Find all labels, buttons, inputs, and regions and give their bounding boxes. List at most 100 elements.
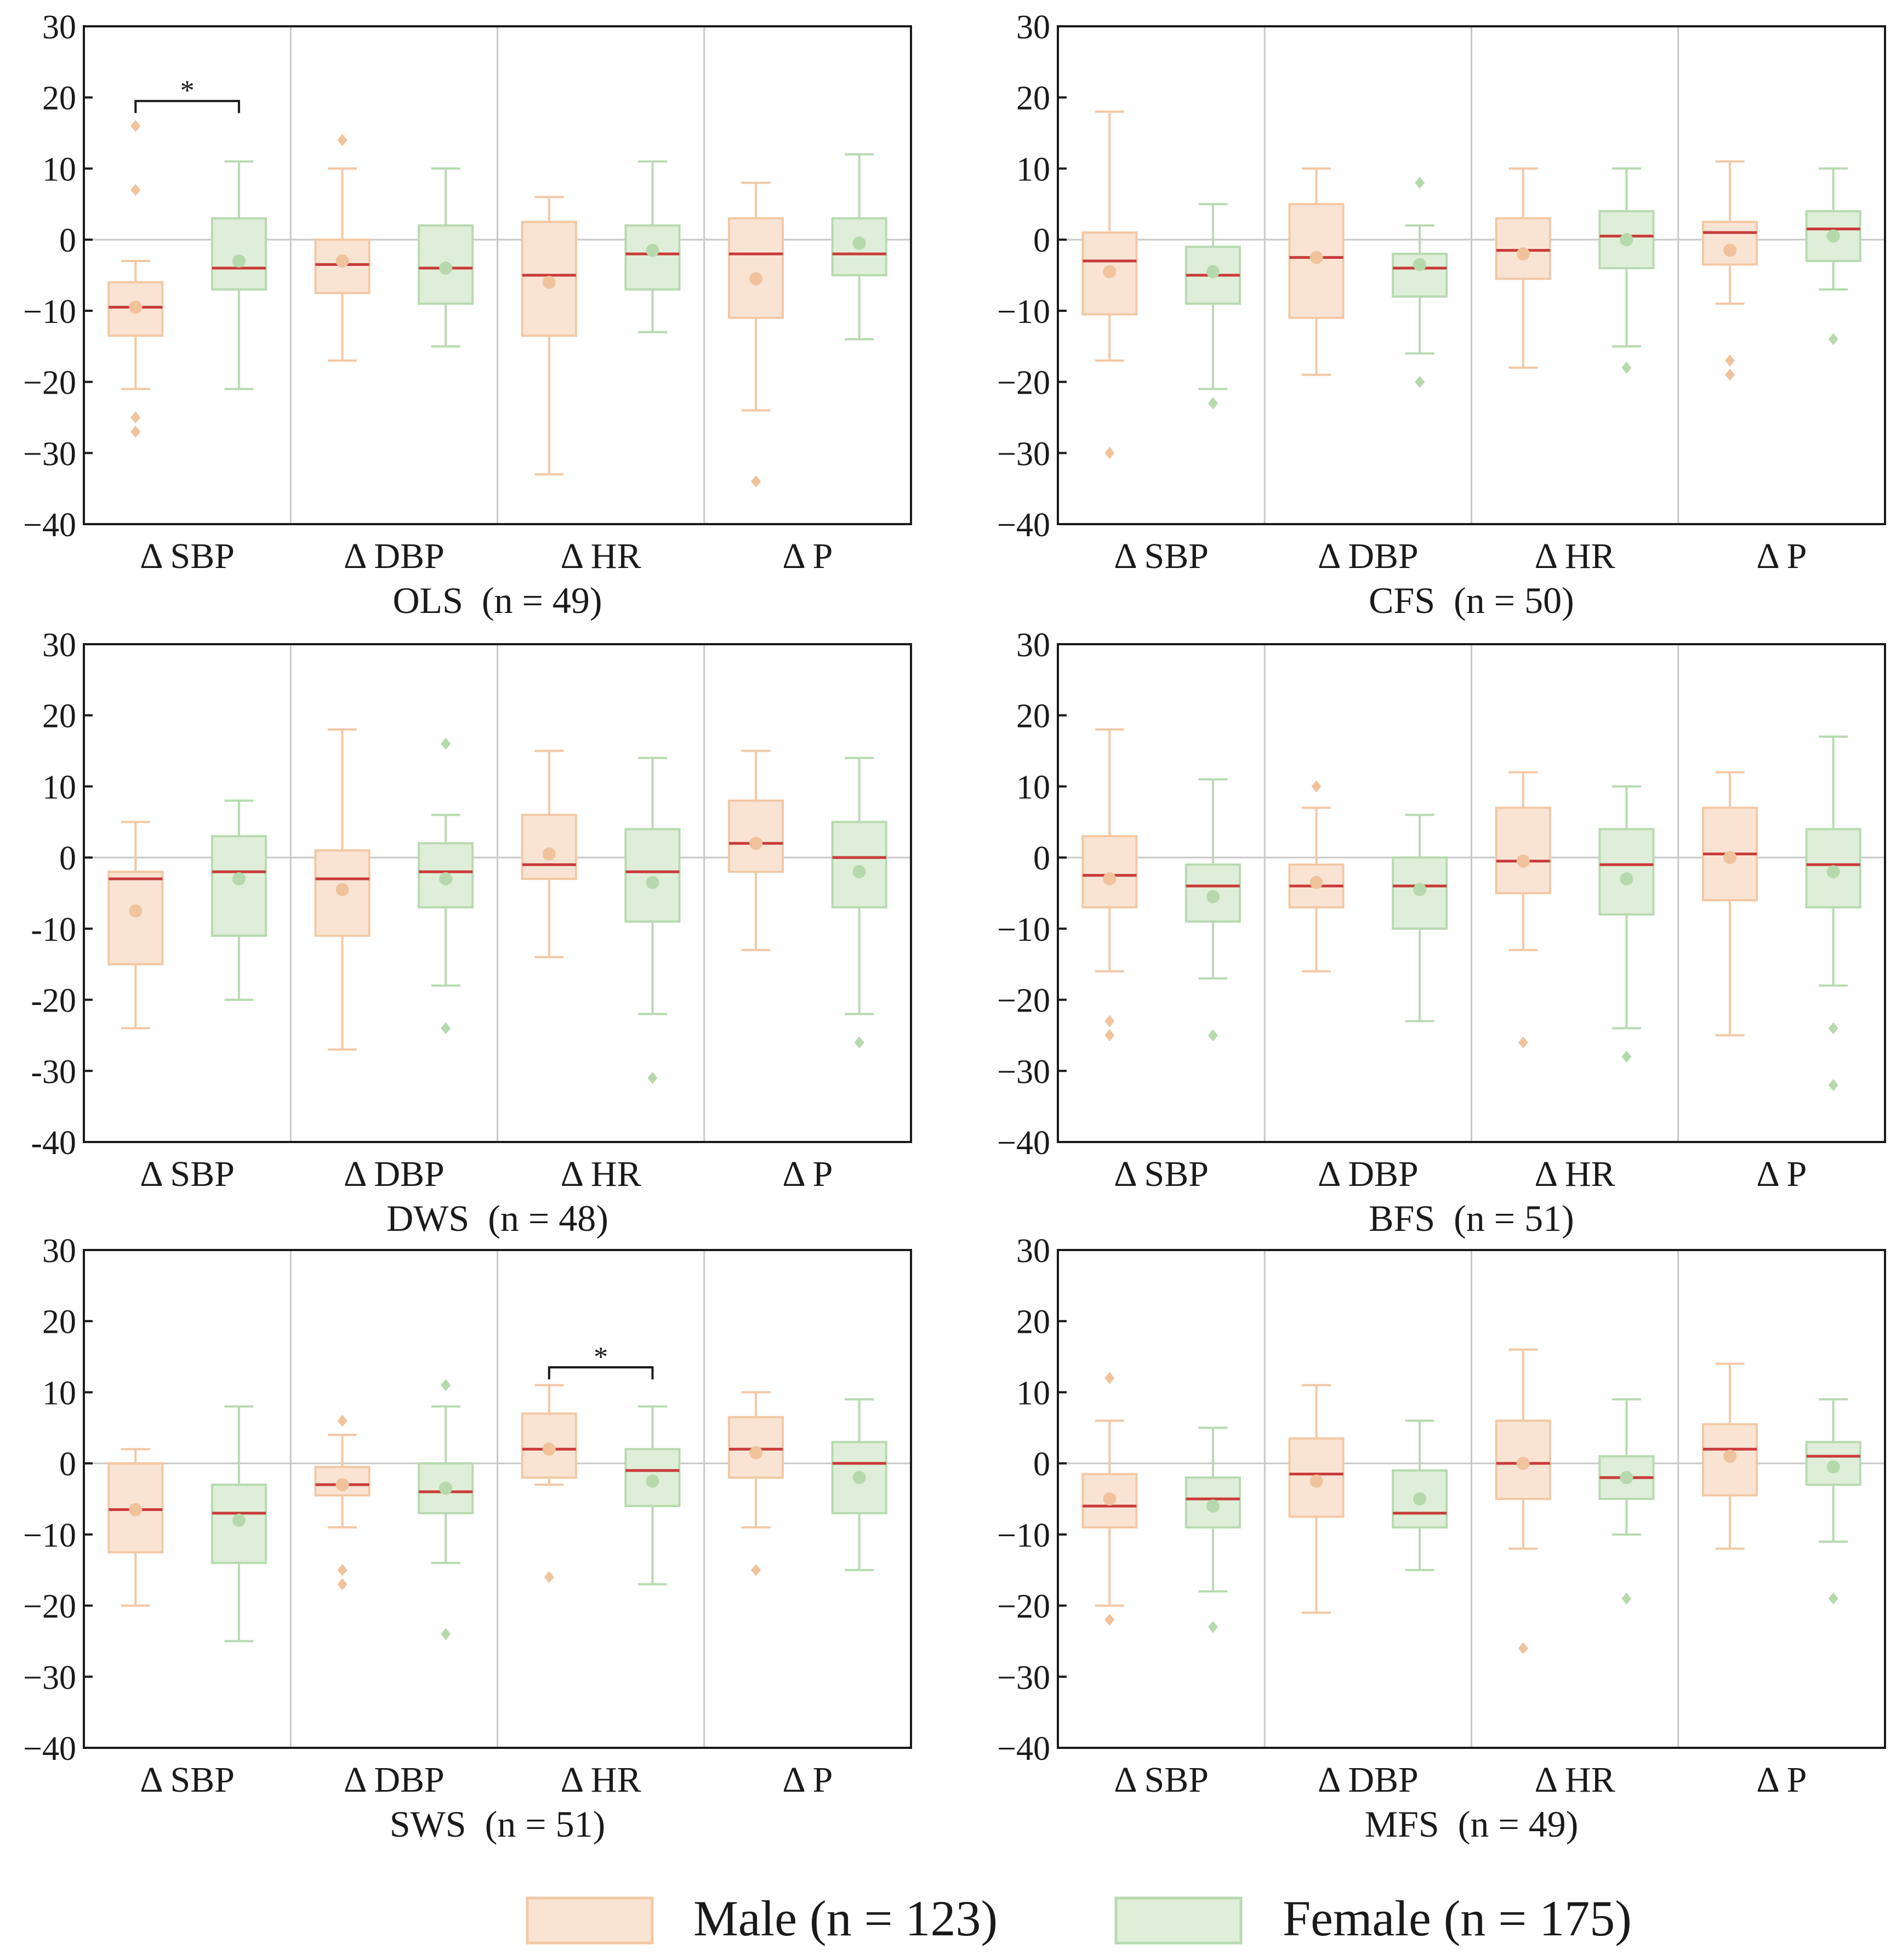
y-tick-label: −20 xyxy=(23,1588,76,1626)
male-box-3 xyxy=(1702,160,1758,381)
male-box-1 xyxy=(314,134,371,362)
y-tick-label: 0 xyxy=(59,222,76,259)
outlier-marker xyxy=(1208,397,1218,410)
female-box-1 xyxy=(1392,1419,1448,1571)
female-box-1 xyxy=(418,167,474,348)
mean-marker xyxy=(542,1442,556,1456)
y-tick-label: −20 xyxy=(997,1588,1050,1626)
legend-female-label: Female (n = 175) xyxy=(1283,1890,1632,1946)
mean-marker xyxy=(129,1503,143,1516)
mean-marker xyxy=(1620,872,1633,886)
female-box-2 xyxy=(624,160,681,333)
mean-marker xyxy=(646,243,659,257)
panel-1: 30 20 10 0 −10 −20 −30 −40 Δ SBP Δ DBP Δ HR Δ P CFS … xyxy=(997,9,1886,621)
outlier-marker xyxy=(337,134,348,146)
mean-marker xyxy=(1826,229,1840,243)
female-box-2 xyxy=(624,1405,681,1586)
mean-marker xyxy=(439,262,453,275)
category-label: Δ P xyxy=(782,536,833,576)
mean-marker xyxy=(1413,1492,1427,1505)
mean-marker xyxy=(1206,1499,1220,1513)
category-label: Δ DBP xyxy=(1318,1154,1419,1194)
y-tick-label: −40 xyxy=(997,1730,1050,1768)
y-tick-label: 0 xyxy=(59,1446,76,1483)
outlier-marker xyxy=(337,1414,348,1427)
mean-marker xyxy=(1516,247,1530,261)
mean-marker xyxy=(335,254,349,268)
male-box-2 xyxy=(521,1384,577,1583)
y-tick-label: −30 xyxy=(23,435,76,473)
y-tick-label: −10 xyxy=(997,1517,1050,1554)
male-box-1 xyxy=(314,728,371,1051)
outlier-marker xyxy=(1104,1015,1115,1027)
female-box-0 xyxy=(1185,778,1241,1042)
y-tick-label: −10 xyxy=(997,911,1050,948)
box-iqr xyxy=(107,871,164,965)
y-tick-label: 20 xyxy=(1016,80,1050,117)
y-tick-label: −30 xyxy=(997,435,1050,473)
y-tick-label: 30 xyxy=(42,1232,76,1270)
mean-marker xyxy=(129,904,143,918)
category-label: Δ HR xyxy=(1535,1760,1615,1800)
y-tick-label: −30 xyxy=(997,1053,1050,1090)
y-tick-label: 0 xyxy=(59,840,76,877)
significance-label: * xyxy=(180,75,195,106)
outlier-marker xyxy=(441,1628,451,1640)
mean-marker xyxy=(852,865,866,879)
mean-marker xyxy=(232,254,246,268)
female-box-0 xyxy=(210,160,267,390)
male-box-3 xyxy=(1702,771,1758,1037)
female-box-2 xyxy=(1598,785,1655,1063)
mean-marker xyxy=(232,872,246,886)
panel-4: 30 20 10 0 −10 −20 −30 −40 Δ SBP Δ DBP Δ HR Δ P SWS … xyxy=(23,1232,912,1845)
female-box-1 xyxy=(1392,177,1448,388)
mean-marker xyxy=(749,1446,763,1459)
y-tick-label: 10 xyxy=(42,151,76,188)
male-box-3 xyxy=(728,181,784,488)
female-box-1 xyxy=(418,737,474,1035)
mean-marker xyxy=(1206,890,1220,904)
outlier-marker xyxy=(1104,1614,1115,1626)
outlier-marker xyxy=(337,1578,348,1590)
outlier-marker xyxy=(1828,1079,1838,1092)
female-box-1 xyxy=(418,1379,474,1640)
mean-marker xyxy=(852,1471,866,1485)
outlier-marker xyxy=(751,1564,761,1576)
outlier-marker xyxy=(751,475,761,488)
category-label: Δ P xyxy=(1756,536,1807,576)
mean-marker xyxy=(232,1513,246,1527)
outlier-marker xyxy=(1828,1022,1838,1035)
box-iqr xyxy=(1702,220,1758,266)
male-box-3 xyxy=(728,749,784,951)
significance-label: * xyxy=(594,1342,608,1373)
outlier-marker xyxy=(1518,1036,1528,1049)
category-label: Δ HR xyxy=(561,1154,641,1194)
mean-marker xyxy=(1413,883,1427,896)
mean-marker xyxy=(646,876,659,889)
y-tick-label: −40 xyxy=(23,507,76,544)
panel-title: CFS (n = 50) xyxy=(1369,580,1574,621)
y-tick-label: 30 xyxy=(1016,1232,1050,1270)
panel-title: SWS (n = 51) xyxy=(390,1803,605,1845)
panel-title: OLS (n = 49) xyxy=(392,580,602,621)
y-tick-label: −40 xyxy=(23,1730,76,1768)
outlier-marker xyxy=(1208,1029,1218,1042)
female-box-3 xyxy=(831,1398,887,1571)
mean-marker xyxy=(749,837,763,850)
mean-marker xyxy=(1103,1492,1117,1505)
outlier-marker xyxy=(1828,333,1838,345)
male-box-2 xyxy=(1495,167,1551,369)
outlier-marker xyxy=(1104,1372,1115,1384)
outlier-marker xyxy=(1208,1621,1218,1633)
outlier-marker xyxy=(647,1072,658,1084)
male-box-2 xyxy=(521,196,577,476)
y-tick-label: 30 xyxy=(42,627,76,664)
female-box-0 xyxy=(210,1405,267,1643)
y-tick-label: 10 xyxy=(42,1374,76,1412)
mean-marker xyxy=(335,1478,349,1492)
box-iqr xyxy=(1081,835,1138,908)
category-label: Δ P xyxy=(1756,1760,1807,1800)
y-tick-label: −40 xyxy=(997,507,1050,544)
outlier-marker xyxy=(1621,361,1632,374)
